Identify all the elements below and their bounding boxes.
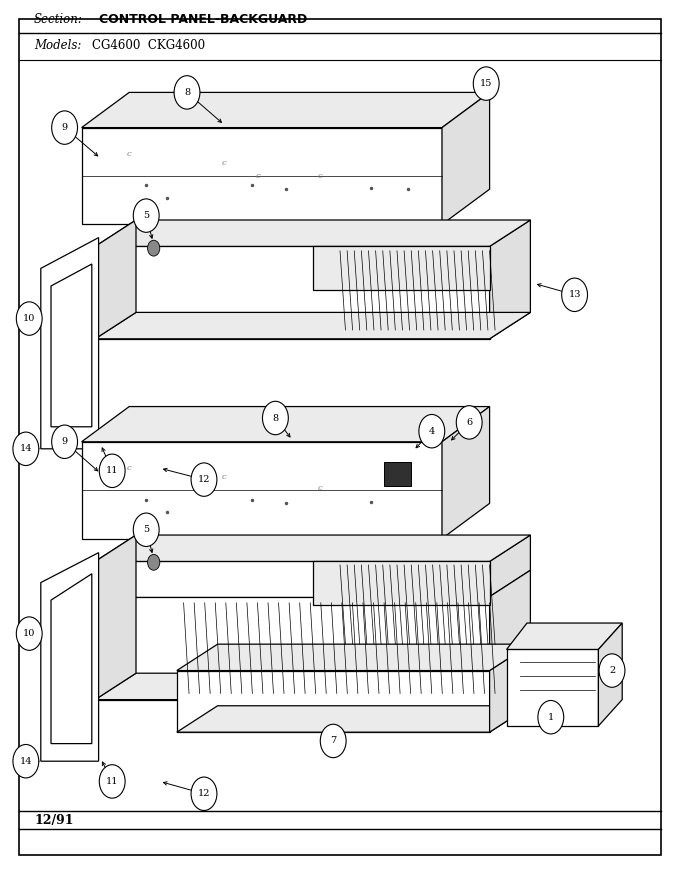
Text: 11: 11	[106, 466, 118, 475]
Polygon shape	[95, 597, 490, 700]
Circle shape	[13, 744, 39, 778]
Circle shape	[99, 765, 125, 798]
Text: 11: 11	[106, 777, 118, 786]
Text: 2: 2	[609, 666, 615, 675]
Polygon shape	[95, 246, 490, 339]
Text: c: c	[222, 158, 226, 167]
Polygon shape	[82, 442, 442, 539]
Polygon shape	[95, 535, 530, 561]
Circle shape	[174, 76, 200, 109]
Polygon shape	[507, 623, 622, 649]
Text: 9: 9	[61, 123, 68, 132]
Polygon shape	[490, 570, 530, 700]
Polygon shape	[490, 535, 530, 597]
Text: 5: 5	[143, 525, 150, 534]
Polygon shape	[490, 220, 530, 339]
Text: c: c	[256, 172, 260, 180]
Text: 1: 1	[547, 713, 554, 722]
Text: 7: 7	[330, 737, 337, 745]
Text: 12/91: 12/91	[34, 814, 73, 826]
Text: 9: 9	[61, 437, 68, 446]
Polygon shape	[82, 92, 490, 128]
Circle shape	[473, 67, 499, 100]
Circle shape	[52, 111, 78, 144]
Circle shape	[562, 278, 588, 312]
Text: 13: 13	[568, 290, 581, 299]
Text: c: c	[318, 484, 322, 493]
Text: c: c	[222, 473, 226, 481]
Polygon shape	[313, 561, 490, 605]
Text: 5: 5	[143, 211, 150, 220]
Polygon shape	[177, 671, 490, 732]
Polygon shape	[51, 574, 92, 744]
Polygon shape	[95, 220, 136, 339]
Circle shape	[16, 302, 42, 335]
Polygon shape	[82, 128, 442, 224]
Circle shape	[419, 414, 445, 448]
Text: 15: 15	[480, 79, 492, 88]
Polygon shape	[95, 535, 136, 700]
Polygon shape	[177, 644, 530, 671]
Circle shape	[99, 454, 125, 488]
Circle shape	[456, 406, 482, 439]
Polygon shape	[598, 623, 622, 726]
Circle shape	[191, 463, 217, 496]
Text: CONTROL PANEL-BACKGUARD: CONTROL PANEL-BACKGUARD	[99, 13, 307, 26]
Text: Section:: Section:	[34, 13, 83, 26]
Circle shape	[599, 654, 625, 687]
Text: Models:: Models:	[34, 39, 82, 52]
Text: 12: 12	[198, 789, 210, 798]
Polygon shape	[82, 407, 490, 442]
Polygon shape	[507, 649, 598, 726]
Text: CG4600  CKG4600: CG4600 CKG4600	[92, 39, 205, 52]
Text: 14: 14	[20, 757, 32, 766]
Text: c: c	[127, 464, 131, 473]
Polygon shape	[51, 264, 92, 427]
Polygon shape	[95, 673, 530, 700]
Polygon shape	[41, 553, 99, 761]
Text: c: c	[127, 150, 131, 158]
Text: 12: 12	[198, 475, 210, 484]
Text: 10: 10	[23, 629, 35, 638]
Circle shape	[133, 513, 159, 546]
Polygon shape	[442, 92, 490, 224]
Text: 6: 6	[466, 418, 473, 427]
Text: 14: 14	[20, 444, 32, 453]
Polygon shape	[442, 407, 490, 539]
Circle shape	[148, 554, 160, 570]
Circle shape	[52, 425, 78, 458]
Text: 8: 8	[272, 414, 279, 422]
Polygon shape	[177, 706, 530, 732]
Polygon shape	[95, 220, 530, 246]
Circle shape	[320, 724, 346, 758]
Circle shape	[148, 240, 160, 256]
Text: c: c	[318, 172, 322, 180]
Circle shape	[16, 617, 42, 650]
Circle shape	[13, 432, 39, 466]
Polygon shape	[384, 462, 411, 486]
Polygon shape	[41, 238, 99, 449]
Circle shape	[538, 700, 564, 734]
Polygon shape	[490, 644, 530, 732]
Circle shape	[191, 777, 217, 810]
Polygon shape	[95, 561, 490, 597]
Text: 8: 8	[184, 88, 190, 97]
Circle shape	[262, 401, 288, 435]
Circle shape	[133, 199, 159, 232]
Text: 4: 4	[428, 427, 435, 436]
Polygon shape	[313, 246, 490, 290]
Text: 10: 10	[23, 314, 35, 323]
Polygon shape	[95, 312, 530, 339]
